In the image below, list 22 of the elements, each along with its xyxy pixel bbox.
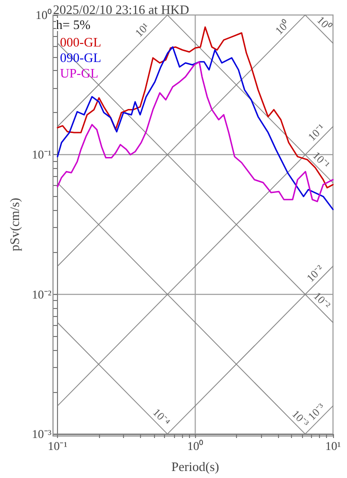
text: 090-GL bbox=[60, 50, 102, 65]
y-tick-label: 10⁻¹ bbox=[32, 148, 52, 162]
annotation: 10⁻² bbox=[310, 290, 333, 312]
x-tick-label: 10⁰ bbox=[187, 439, 204, 453]
annotation: 10⁻² bbox=[304, 262, 327, 285]
chart-title: 2025/02/10 23:16 at HKD bbox=[53, 2, 190, 17]
annotation: 10¹ bbox=[133, 21, 152, 40]
y-axis-title: pSv(cm/s) bbox=[7, 198, 22, 252]
y-tick-label: 10⁻² bbox=[32, 287, 52, 302]
annotation: 10⁰ bbox=[272, 17, 292, 38]
annotation: 10⁻⁴ bbox=[150, 406, 172, 428]
annotation: 10⁻¹ bbox=[306, 122, 328, 144]
y-tick-label: 10⁰ bbox=[36, 8, 52, 22]
annotation: 10⁻¹ bbox=[310, 150, 332, 172]
annotation: 10⁰ bbox=[314, 14, 334, 34]
text: UP-GL bbox=[60, 66, 98, 80]
y-tick-label: 10⁻³ bbox=[32, 427, 52, 441]
x-tick-label: 10⁻¹ bbox=[48, 439, 68, 453]
x-axis-title: Period(s) bbox=[171, 459, 220, 474]
x-tick-label: 10¹ bbox=[325, 439, 342, 453]
annotation: h= 5% bbox=[56, 17, 91, 32]
text: 000-GL bbox=[60, 34, 102, 50]
